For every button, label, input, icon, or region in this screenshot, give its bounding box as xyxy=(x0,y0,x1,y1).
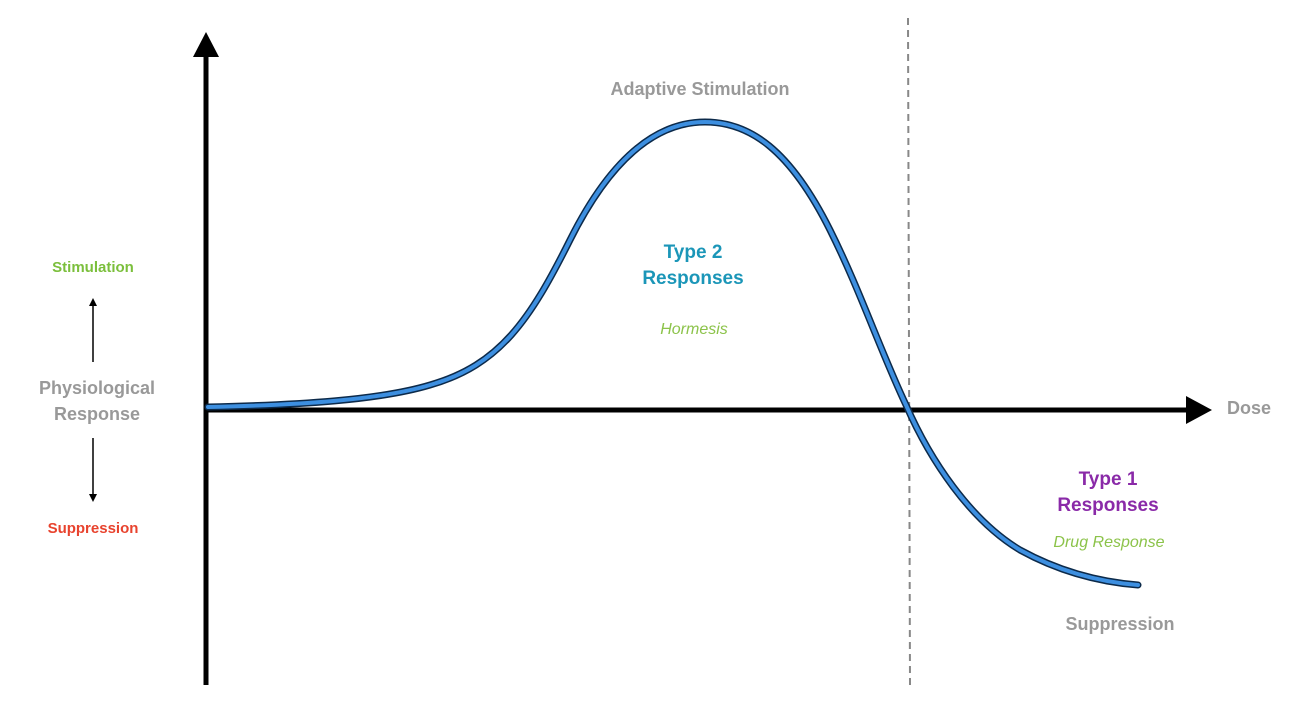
region-title: Responses xyxy=(1057,495,1158,516)
trough-annotation: Suppression xyxy=(1065,614,1174,634)
region-title: Responses xyxy=(642,268,743,289)
region-title: Type 2 xyxy=(664,242,723,263)
curve-outline xyxy=(204,118,1142,589)
up-label: Stimulation xyxy=(52,259,134,276)
region-title: Type 1 xyxy=(1079,469,1138,490)
region-subtitle: Drug Response xyxy=(1053,534,1164,551)
y-label: Physiological xyxy=(39,378,155,398)
y-arrowhead xyxy=(193,32,219,57)
curve xyxy=(206,119,1140,587)
down-label: Suppression xyxy=(48,520,139,537)
x-label: Dose xyxy=(1227,398,1271,418)
y-label: Response xyxy=(54,404,140,424)
threshold-line xyxy=(907,17,911,686)
region-subtitle: Hormesis xyxy=(660,321,728,338)
x-arrowhead xyxy=(1186,396,1212,424)
peak-annotation: Adaptive Stimulation xyxy=(610,79,789,99)
